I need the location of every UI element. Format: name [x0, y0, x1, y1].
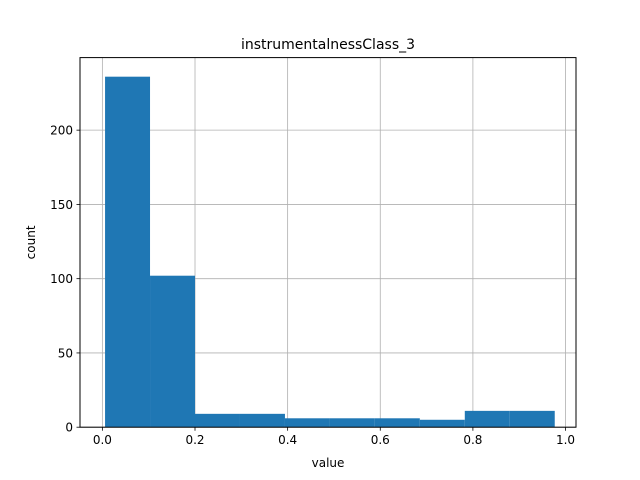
- y-tick-label: 0: [65, 421, 73, 435]
- y-tick-label: 200: [50, 124, 73, 138]
- x-tick-label: 0.0: [93, 433, 112, 447]
- y-axis-ticks: 0 50 100 150 200: [50, 124, 80, 435]
- histogram-bars: [105, 76, 555, 428]
- x-axis-ticks: 0.0 0.2 0.4 0.6 0.8 1.0: [93, 427, 575, 447]
- x-tick-label: 0.4: [278, 433, 297, 447]
- histogram-bar: [105, 76, 151, 428]
- histogram-bar: [419, 419, 465, 428]
- x-tick-label: 0.6: [371, 433, 390, 447]
- y-tick-label: 50: [58, 346, 73, 360]
- y-tick-label: 150: [50, 198, 73, 212]
- x-tick-label: 0.8: [463, 433, 482, 447]
- histogram-bar: [150, 275, 196, 428]
- histogram-bar: [464, 410, 510, 428]
- y-tick-label: 100: [50, 272, 73, 286]
- chart-title: instrumentalnessClass_3: [241, 37, 415, 53]
- histogram-bar: [329, 418, 375, 428]
- x-tick-label: 0.2: [185, 433, 204, 447]
- x-axis-label: value: [312, 456, 345, 470]
- plot-area-frame: [79, 57, 577, 428]
- x-tick-label: 1.0: [556, 433, 575, 447]
- histogram-bar: [374, 418, 420, 428]
- histogram-bar: [239, 413, 285, 428]
- histogram-bar: [195, 413, 240, 428]
- histogram-bar: [284, 418, 330, 428]
- histogram-bar: [509, 410, 555, 428]
- y-axis-label: count: [24, 225, 38, 259]
